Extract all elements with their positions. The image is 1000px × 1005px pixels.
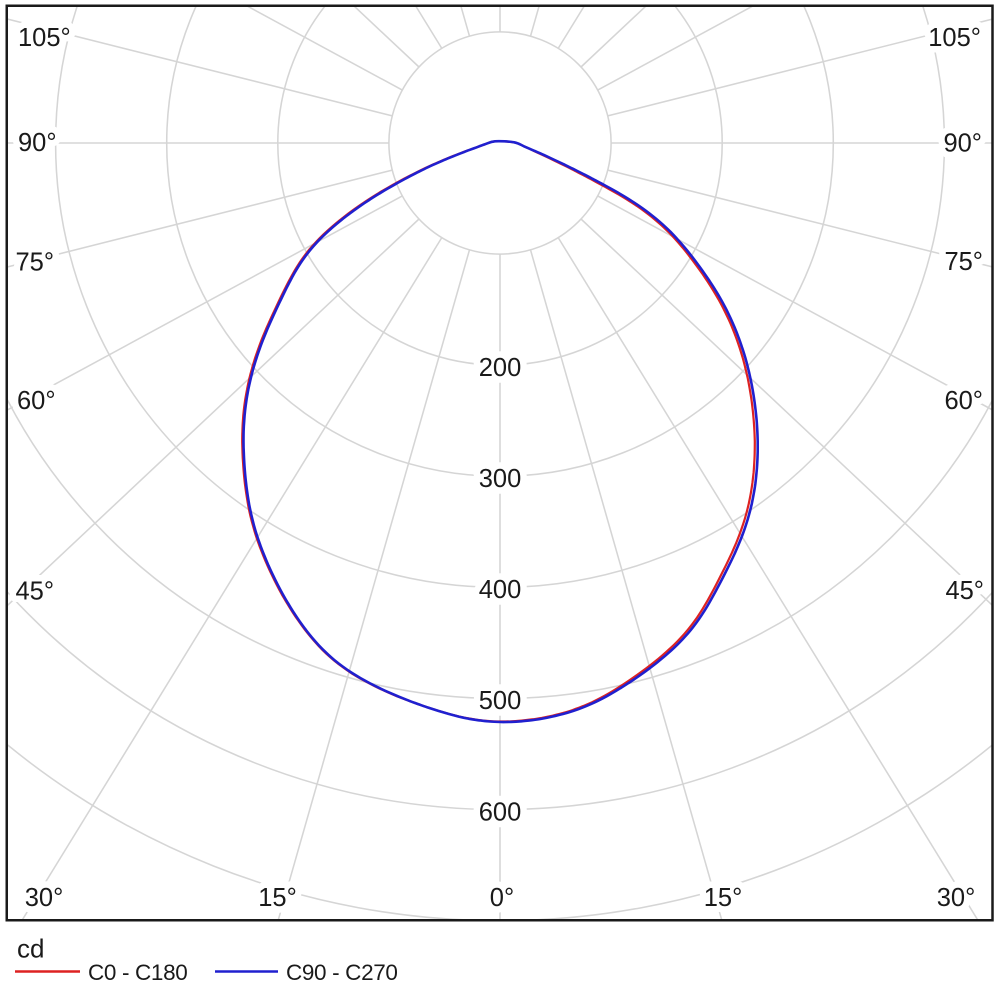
svg-text:90°: 90° — [18, 129, 57, 157]
svg-text:15°: 15° — [258, 884, 297, 912]
svg-text:500: 500 — [479, 687, 522, 715]
svg-text:300: 300 — [479, 465, 522, 493]
svg-text:200: 200 — [479, 354, 522, 382]
svg-text:0°: 0° — [490, 884, 514, 912]
svg-text:C90 - C270: C90 - C270 — [286, 960, 398, 985]
svg-text:400: 400 — [479, 576, 522, 604]
svg-text:600: 600 — [479, 798, 522, 826]
svg-text:30°: 30° — [937, 884, 976, 912]
svg-text:75°: 75° — [16, 249, 55, 277]
svg-text:30°: 30° — [25, 884, 64, 912]
svg-text:60°: 60° — [17, 387, 56, 415]
svg-text:C0 - C180: C0 - C180 — [88, 960, 187, 985]
svg-text:15°: 15° — [704, 884, 743, 912]
svg-text:45°: 45° — [16, 578, 55, 606]
svg-text:60°: 60° — [944, 387, 983, 415]
svg-text:105°: 105° — [928, 24, 981, 52]
svg-text:cd: cd — [17, 934, 44, 964]
svg-text:75°: 75° — [944, 248, 983, 276]
svg-text:45°: 45° — [945, 577, 984, 605]
svg-text:90°: 90° — [943, 130, 982, 158]
svg-text:105°: 105° — [18, 24, 71, 52]
